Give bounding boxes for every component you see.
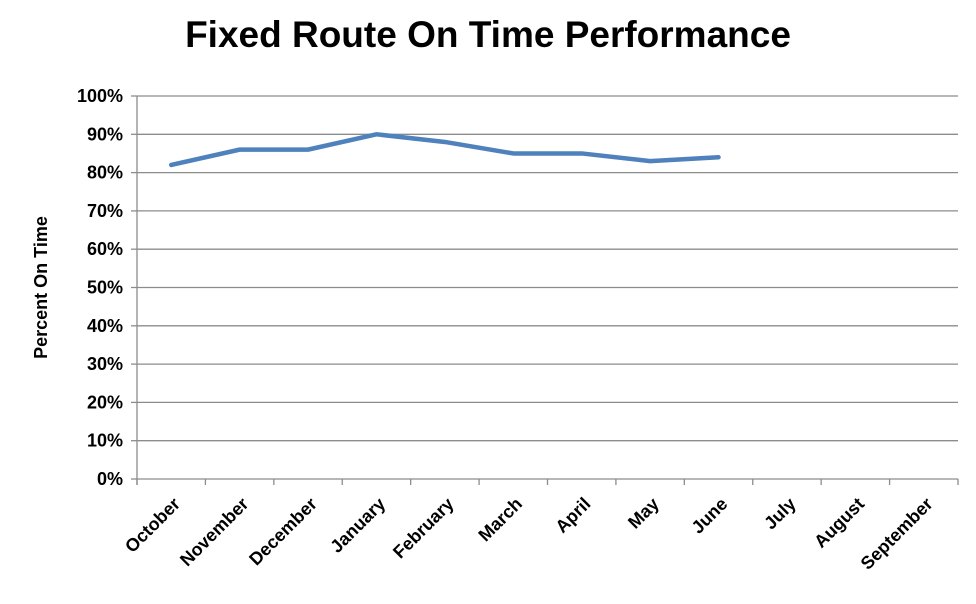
y-tick-label: 70%	[87, 201, 123, 221]
x-tick-label: October	[121, 494, 184, 557]
series-line	[168, 132, 721, 168]
y-tick-label: 90%	[87, 124, 123, 144]
x-tick-label: August	[810, 494, 868, 552]
y-tick-label: 60%	[87, 239, 123, 259]
y-tick-label: 10%	[87, 431, 123, 451]
x-tick-label: February	[389, 494, 458, 563]
x-tick-label: December	[245, 494, 321, 570]
y-tick-label: 50%	[87, 278, 123, 298]
y-tick-label: 80%	[87, 163, 123, 183]
chart-title: Fixed Route On Time Performance	[185, 14, 791, 55]
x-tick-label: November	[176, 494, 252, 570]
x-tick-label: April	[551, 494, 594, 537]
x-tick-label: March	[474, 494, 526, 546]
x-tick-label: September	[857, 494, 937, 574]
y-axis-title: Percent On Time	[31, 216, 51, 359]
y-tick-label: 0%	[97, 469, 123, 489]
x-tick-label: July	[760, 494, 800, 534]
x-tick-label: May	[624, 494, 663, 533]
y-tick-label: 40%	[87, 316, 123, 336]
y-tick-label: 30%	[87, 354, 123, 374]
x-tick-label: January	[326, 494, 389, 557]
x-tick-label: June	[688, 494, 732, 538]
y-tick-label: 20%	[87, 392, 123, 412]
y-tick-label: 100%	[77, 86, 123, 106]
